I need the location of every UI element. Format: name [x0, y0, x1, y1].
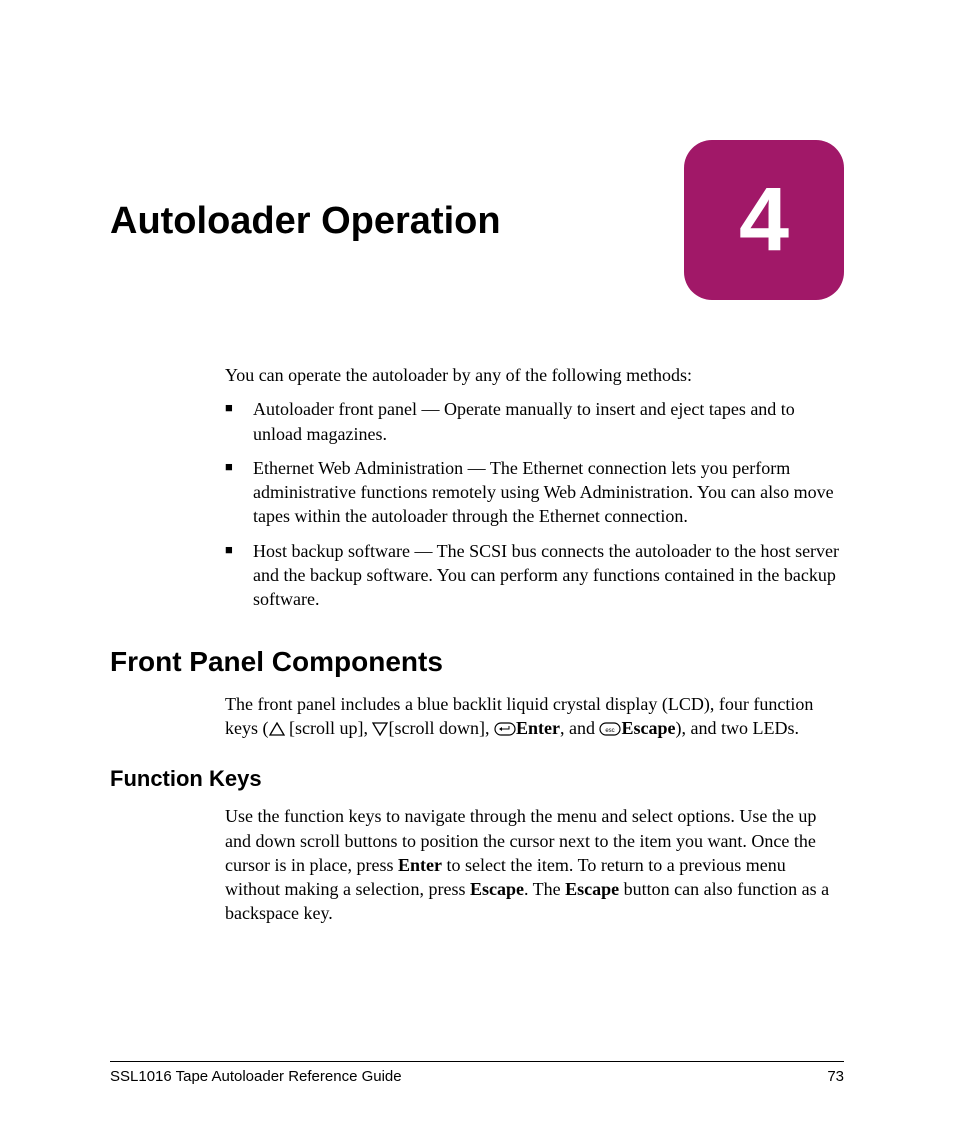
footer-doc-title: SSL1016 Tape Autoloader Reference Guide — [110, 1068, 402, 1085]
text-span: [scroll up], — [285, 718, 373, 738]
bold-escape: Escape — [565, 879, 619, 899]
scroll-up-icon — [269, 722, 285, 736]
text-span: . The — [524, 879, 565, 899]
bold-escape: Escape — [470, 879, 524, 899]
text-span: , and — [560, 718, 600, 738]
chapter-number: 4 — [739, 175, 789, 265]
list-item: Autoloader front panel — Operate manuall… — [225, 397, 844, 446]
scroll-down-icon — [372, 722, 388, 736]
footer-page-number: 73 — [827, 1068, 844, 1085]
list-item: Host backup software — The SCSI bus conn… — [225, 539, 844, 612]
page-footer: SSL1016 Tape Autoloader Reference Guide … — [110, 1061, 844, 1085]
list-item: Ethernet Web Administration — The Ethern… — [225, 456, 844, 529]
enter-key-icon — [494, 722, 516, 736]
front-panel-paragraph: The front panel includes a blue backlit … — [225, 692, 844, 741]
bold-enter: Enter — [398, 855, 442, 875]
text-span: ), and two LEDs. — [675, 718, 798, 738]
section-heading-front-panel: Front Panel Components — [110, 646, 844, 678]
function-keys-paragraph: Use the function keys to navigate throug… — [225, 804, 844, 925]
text-span: [scroll down], — [388, 718, 493, 738]
escape-label: Escape — [621, 718, 675, 738]
escape-key-icon: esc — [599, 722, 621, 736]
svg-text:esc: esc — [606, 728, 615, 734]
section-heading-function-keys: Function Keys — [110, 766, 844, 792]
chapter-badge: 4 — [684, 140, 844, 300]
methods-list: Autoloader front panel — Operate manuall… — [225, 397, 844, 611]
enter-label: Enter — [516, 718, 560, 738]
footer-rule — [110, 1061, 844, 1062]
intro-paragraph: You can operate the autoloader by any of… — [225, 363, 844, 387]
